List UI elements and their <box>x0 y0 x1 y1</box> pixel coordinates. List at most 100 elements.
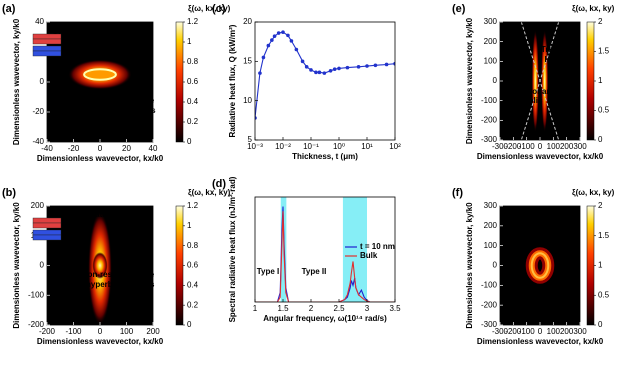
y-axis-title: Radiative heat flux, Q (kW/m²) <box>228 24 237 137</box>
colorbar-tick-label: 0.2 <box>187 300 199 309</box>
colorbar-tick-label: 1 <box>598 76 603 85</box>
y-tick-label: 0 <box>493 261 498 270</box>
point <box>300 59 305 64</box>
x-tick-label: 10² <box>389 142 401 151</box>
colorbar <box>175 21 184 143</box>
point <box>272 34 277 38</box>
legend-label: Bulk <box>360 251 378 260</box>
sample-icon <box>32 234 62 241</box>
point <box>345 65 350 70</box>
colorbar-title: ξ(ω, kx, ky) <box>188 188 231 197</box>
colorbar-tick-label: 1 <box>187 221 192 230</box>
annotation: Non-resonant <box>502 87 554 96</box>
y-tick-label: 100 <box>484 56 498 65</box>
colorbar-tick-label: 0.5 <box>598 106 610 115</box>
plot-area <box>255 30 395 120</box>
ring-core <box>530 252 550 279</box>
x-tick-label: -100 <box>65 327 82 336</box>
y-axis-title: Dimensionless wavevector, ky/k0 <box>12 202 21 329</box>
x-tick-label: 10⁻² <box>275 142 291 151</box>
point <box>365 64 369 68</box>
y-axis-title: Spectral radiative heat flux (nJ/m²·rad) <box>228 176 237 322</box>
plot-area <box>500 22 580 140</box>
y-tick-label: 40 <box>35 17 44 26</box>
x-tick-label: -200 <box>505 327 522 336</box>
plot-area <box>47 206 153 325</box>
y-tick-label: 0 <box>40 261 45 270</box>
annotation: Type II <box>302 267 327 276</box>
y-tick-label: 15 <box>243 56 252 65</box>
colorbar-tick-label: 0.6 <box>187 77 199 86</box>
y-tick-label: -200 <box>28 320 45 329</box>
colorbar-tick-label: 0 <box>187 137 192 146</box>
point <box>255 116 257 120</box>
point <box>384 62 389 67</box>
y-tick-label: 200 <box>31 201 45 210</box>
x-tick-label: 100 <box>547 142 561 151</box>
x-tick-label: -300 <box>492 327 509 336</box>
y-tick-label: -100 <box>481 280 498 289</box>
x-tick-label: 0 <box>538 142 543 151</box>
y-tick-label: 20 <box>243 17 252 26</box>
x-tick-label: 10¹ <box>361 142 373 151</box>
colorbar-title: ξ(ω, kx, ky) <box>188 4 231 13</box>
x-tick-label: -100 <box>519 142 536 151</box>
ring <box>83 68 117 81</box>
x-tick-label: -200 <box>39 327 56 336</box>
y-tick-label: -300 <box>481 135 498 144</box>
frame <box>254 196 396 303</box>
colorbar <box>586 205 595 326</box>
point <box>373 63 378 68</box>
colorbar-tick-label: 0 <box>598 320 603 329</box>
sample-icon <box>32 38 62 45</box>
annotation: Graphite grating (y axis) <box>52 210 144 219</box>
panel: (f)-300-200-100 0 100 200 300-300-200-100010… <box>452 187 615 346</box>
plot-area <box>47 22 153 142</box>
panel-label: (b) <box>2 187 16 199</box>
x-axis-title: Angular frequency, ω(10¹⁴ rad/s) <box>263 314 387 323</box>
y-axis-title: Dimensionless wavevector, ky/k0 <box>465 17 474 144</box>
y-axis-title: Dimensionless wavevector, ky/k0 <box>12 18 21 145</box>
x-tick-label: 100 <box>547 327 561 336</box>
panel: (c) 10⁻³ 10⁻² 10⁻¹ 10⁰ 10¹ 10² 5 10 15 20 Thickness… <box>212 3 401 161</box>
annotation: hyperbolic <box>502 96 543 105</box>
x-tick-label: -20 <box>68 144 80 153</box>
y-tick-label: -100 <box>28 290 45 299</box>
point <box>393 61 395 66</box>
y-tick-label: -300 <box>481 320 498 329</box>
point <box>317 70 322 75</box>
point <box>309 68 313 72</box>
annotation: Graphite plate (x, y axis) <box>52 27 145 36</box>
panel-label: (f) <box>452 187 463 199</box>
sample-icon <box>32 222 62 229</box>
annotation: Non-resonant Type <box>82 270 155 279</box>
point <box>322 71 327 75</box>
x-tick-label: 100 <box>120 327 134 336</box>
x-tick-label: -200 <box>505 142 522 151</box>
panel-label: (d) <box>212 178 226 190</box>
x-axis-title: Dimensionless wavevector, kx/k0 <box>37 337 164 346</box>
annotation: Transition <box>541 45 579 54</box>
sample-icon <box>32 45 62 52</box>
colorbar-tick-label: 1.2 <box>187 17 199 26</box>
colorbar-title: ξ(ω, kx, ky) <box>572 188 615 197</box>
panel-label: (a) <box>2 3 16 15</box>
x-tick-label: 3.5 <box>389 304 401 313</box>
colorbar-tick-label: 0.4 <box>187 280 199 289</box>
y-tick-label: 0 <box>40 77 45 86</box>
x-tick-label: 200 <box>560 327 574 336</box>
plot-area <box>255 197 395 302</box>
colorbar-tick-label: 2 <box>598 201 603 210</box>
y-tick-label: -200 <box>481 300 498 309</box>
panel-label: (e) <box>452 3 466 15</box>
y-tick-label: 200 <box>484 221 498 230</box>
x-tick-label: 20 <box>122 144 131 153</box>
x-tick-label: 0 <box>98 327 103 336</box>
sample-icon <box>32 50 62 57</box>
point <box>294 47 299 52</box>
panel: (b)-200-1000100200-200-1000100200Dimensi… <box>2 187 231 346</box>
x-tick-label: 1 <box>253 304 258 313</box>
x-tick-label: 0 <box>98 144 103 153</box>
x-tick-label: 200 <box>560 142 574 151</box>
